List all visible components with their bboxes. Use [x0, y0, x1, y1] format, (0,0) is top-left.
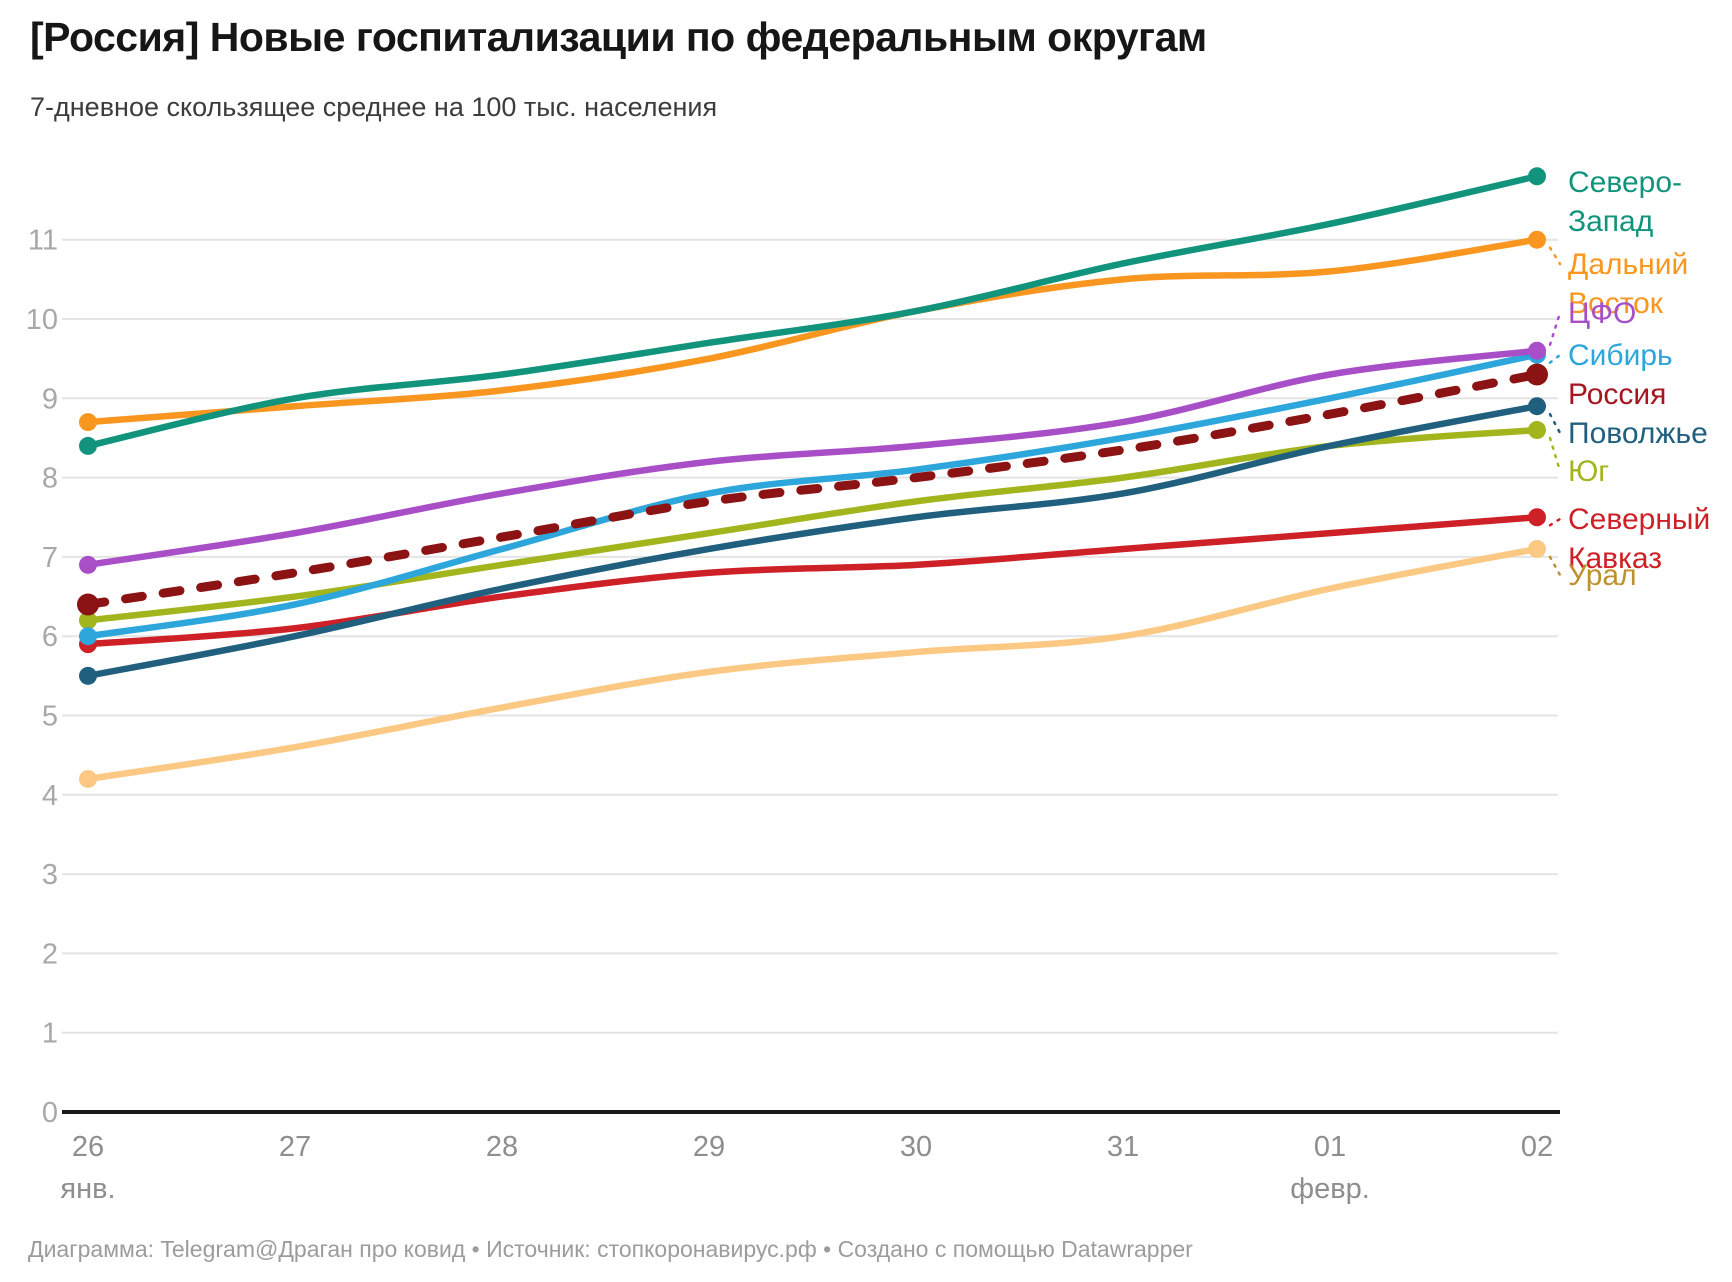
series-line-sibir[interactable] [84, 351, 1541, 640]
chart-footer: Диаграмма: Telegram@Драган про ковид • И… [28, 1236, 1193, 1262]
series-label-line: Поволжье [1568, 417, 1708, 450]
series-line-dalnij-vostok[interactable] [84, 236, 1541, 426]
y-tick-label-5: 5 [42, 701, 58, 733]
y-tick-label-0: 0 [42, 1097, 58, 1129]
series-start-dot-severo-zapad[interactable] [79, 436, 97, 455]
series-start-dot-rossiya[interactable] [77, 593, 99, 616]
series-line-povolzhye[interactable] [84, 402, 1541, 680]
y-tick-label-2: 2 [42, 938, 58, 970]
series-label-povolzhye: Поволжье [1568, 414, 1708, 453]
x-tick-label-02: 02 [1521, 1131, 1553, 1163]
series-start-dot-dalnij-vostok[interactable] [79, 413, 97, 432]
series-label-cfo: ЦФО [1568, 294, 1636, 333]
series-line-rossiya[interactable] [83, 370, 1542, 609]
y-tick-label-6: 6 [42, 621, 58, 653]
series-leader-yug [1548, 436, 1562, 473]
series-leader-dalnij-vostok [1548, 246, 1562, 266]
series-line-ural[interactable] [84, 545, 1541, 783]
series-label-rossiya: Россия [1568, 375, 1666, 414]
series-leader-ural [1548, 555, 1562, 577]
x-tick-label-26: 26 [72, 1131, 104, 1163]
series-label-dalnij-vostok: Дальний Восток [1568, 245, 1688, 323]
x-tick-label-28: 28 [486, 1131, 518, 1163]
series-leader-sibir [1548, 353, 1562, 364]
x-tick-label-01: 01 [1314, 1131, 1346, 1163]
y-tick-label-3: 3 [42, 859, 58, 891]
series-label-line: Северный [1568, 503, 1711, 536]
series-line-severnyj-kavkaz[interactable] [84, 514, 1541, 648]
series-start-dot-cfo[interactable] [79, 555, 97, 574]
series-end-dot-yug[interactable] [1528, 421, 1546, 440]
series-end-dot-povolzhye[interactable] [1528, 397, 1546, 416]
series-end-dot-severnyj-kavkaz[interactable] [1528, 508, 1546, 527]
series-start-dot-sibir[interactable] [79, 627, 97, 646]
y-tick-label-11: 11 [28, 225, 58, 257]
series-end-dot-cfo[interactable] [1528, 341, 1546, 360]
series-end-dot-ural[interactable] [1528, 539, 1546, 558]
series-start-dot-ural[interactable] [79, 769, 97, 788]
series-label-line: Сибирь [1568, 339, 1673, 372]
series-label-line: Северо- [1568, 166, 1682, 199]
series-end-dot-rossiya[interactable] [1526, 363, 1548, 386]
series-label-yug: Юг [1568, 452, 1609, 491]
y-tick-label-10: 10 [26, 304, 58, 336]
series-label-line: Кавказ [1568, 542, 1662, 575]
y-tick-label-4: 4 [42, 780, 58, 812]
series-label-line: Запад [1568, 205, 1654, 238]
x-tick-label-27: 27 [279, 1131, 311, 1163]
series-label-ural: Урал [1568, 556, 1637, 595]
series-leader-severnyj-kavkaz [1548, 517, 1562, 527]
series-start-dot-povolzhye[interactable] [79, 666, 97, 685]
x-month-label-янв.: янв. [60, 1173, 115, 1205]
series-line-severo-zapad[interactable] [84, 173, 1541, 450]
series-line-cfo[interactable] [84, 347, 1541, 569]
x-tick-label-30: 30 [900, 1131, 932, 1163]
series-label-line: ЦФО [1568, 297, 1637, 330]
x-tick-label-29: 29 [693, 1131, 725, 1163]
series-end-dot-dalnij-vostok[interactable] [1528, 230, 1546, 249]
series-label-line: Восток [1568, 287, 1663, 320]
series-label-line: Россия [1568, 378, 1667, 411]
y-tick-label-1: 1 [42, 1018, 58, 1050]
y-tick-label-7: 7 [42, 542, 58, 574]
y-tick-label-8: 8 [42, 463, 58, 495]
series-label-severnyj-kavkaz: Северный Кавказ [1568, 500, 1710, 578]
series-label-line: Юг [1568, 455, 1610, 488]
series-leader-cfo [1548, 311, 1562, 346]
chart-subtitle: 7-дневное скользящее среднее на 100 тыс.… [30, 92, 718, 122]
chart-title: [Россия] Новые госпитализации по федерал… [30, 14, 1207, 60]
x-month-label-февр.: февр. [1290, 1173, 1370, 1205]
series-label-line: Урал [1568, 559, 1637, 592]
series-label-severo-zapad: Северо- Запад [1568, 163, 1682, 241]
series-label-line: Дальний [1568, 248, 1689, 281]
x-tick-label-31: 31 [1107, 1131, 1139, 1163]
series-label-sibir: Сибирь [1568, 336, 1673, 375]
y-tick-label-9: 9 [42, 383, 58, 415]
series-end-dot-severo-zapad[interactable] [1528, 167, 1546, 186]
series-leader-povolzhye [1548, 412, 1562, 435]
series-start-dot-yug[interactable] [79, 611, 97, 630]
